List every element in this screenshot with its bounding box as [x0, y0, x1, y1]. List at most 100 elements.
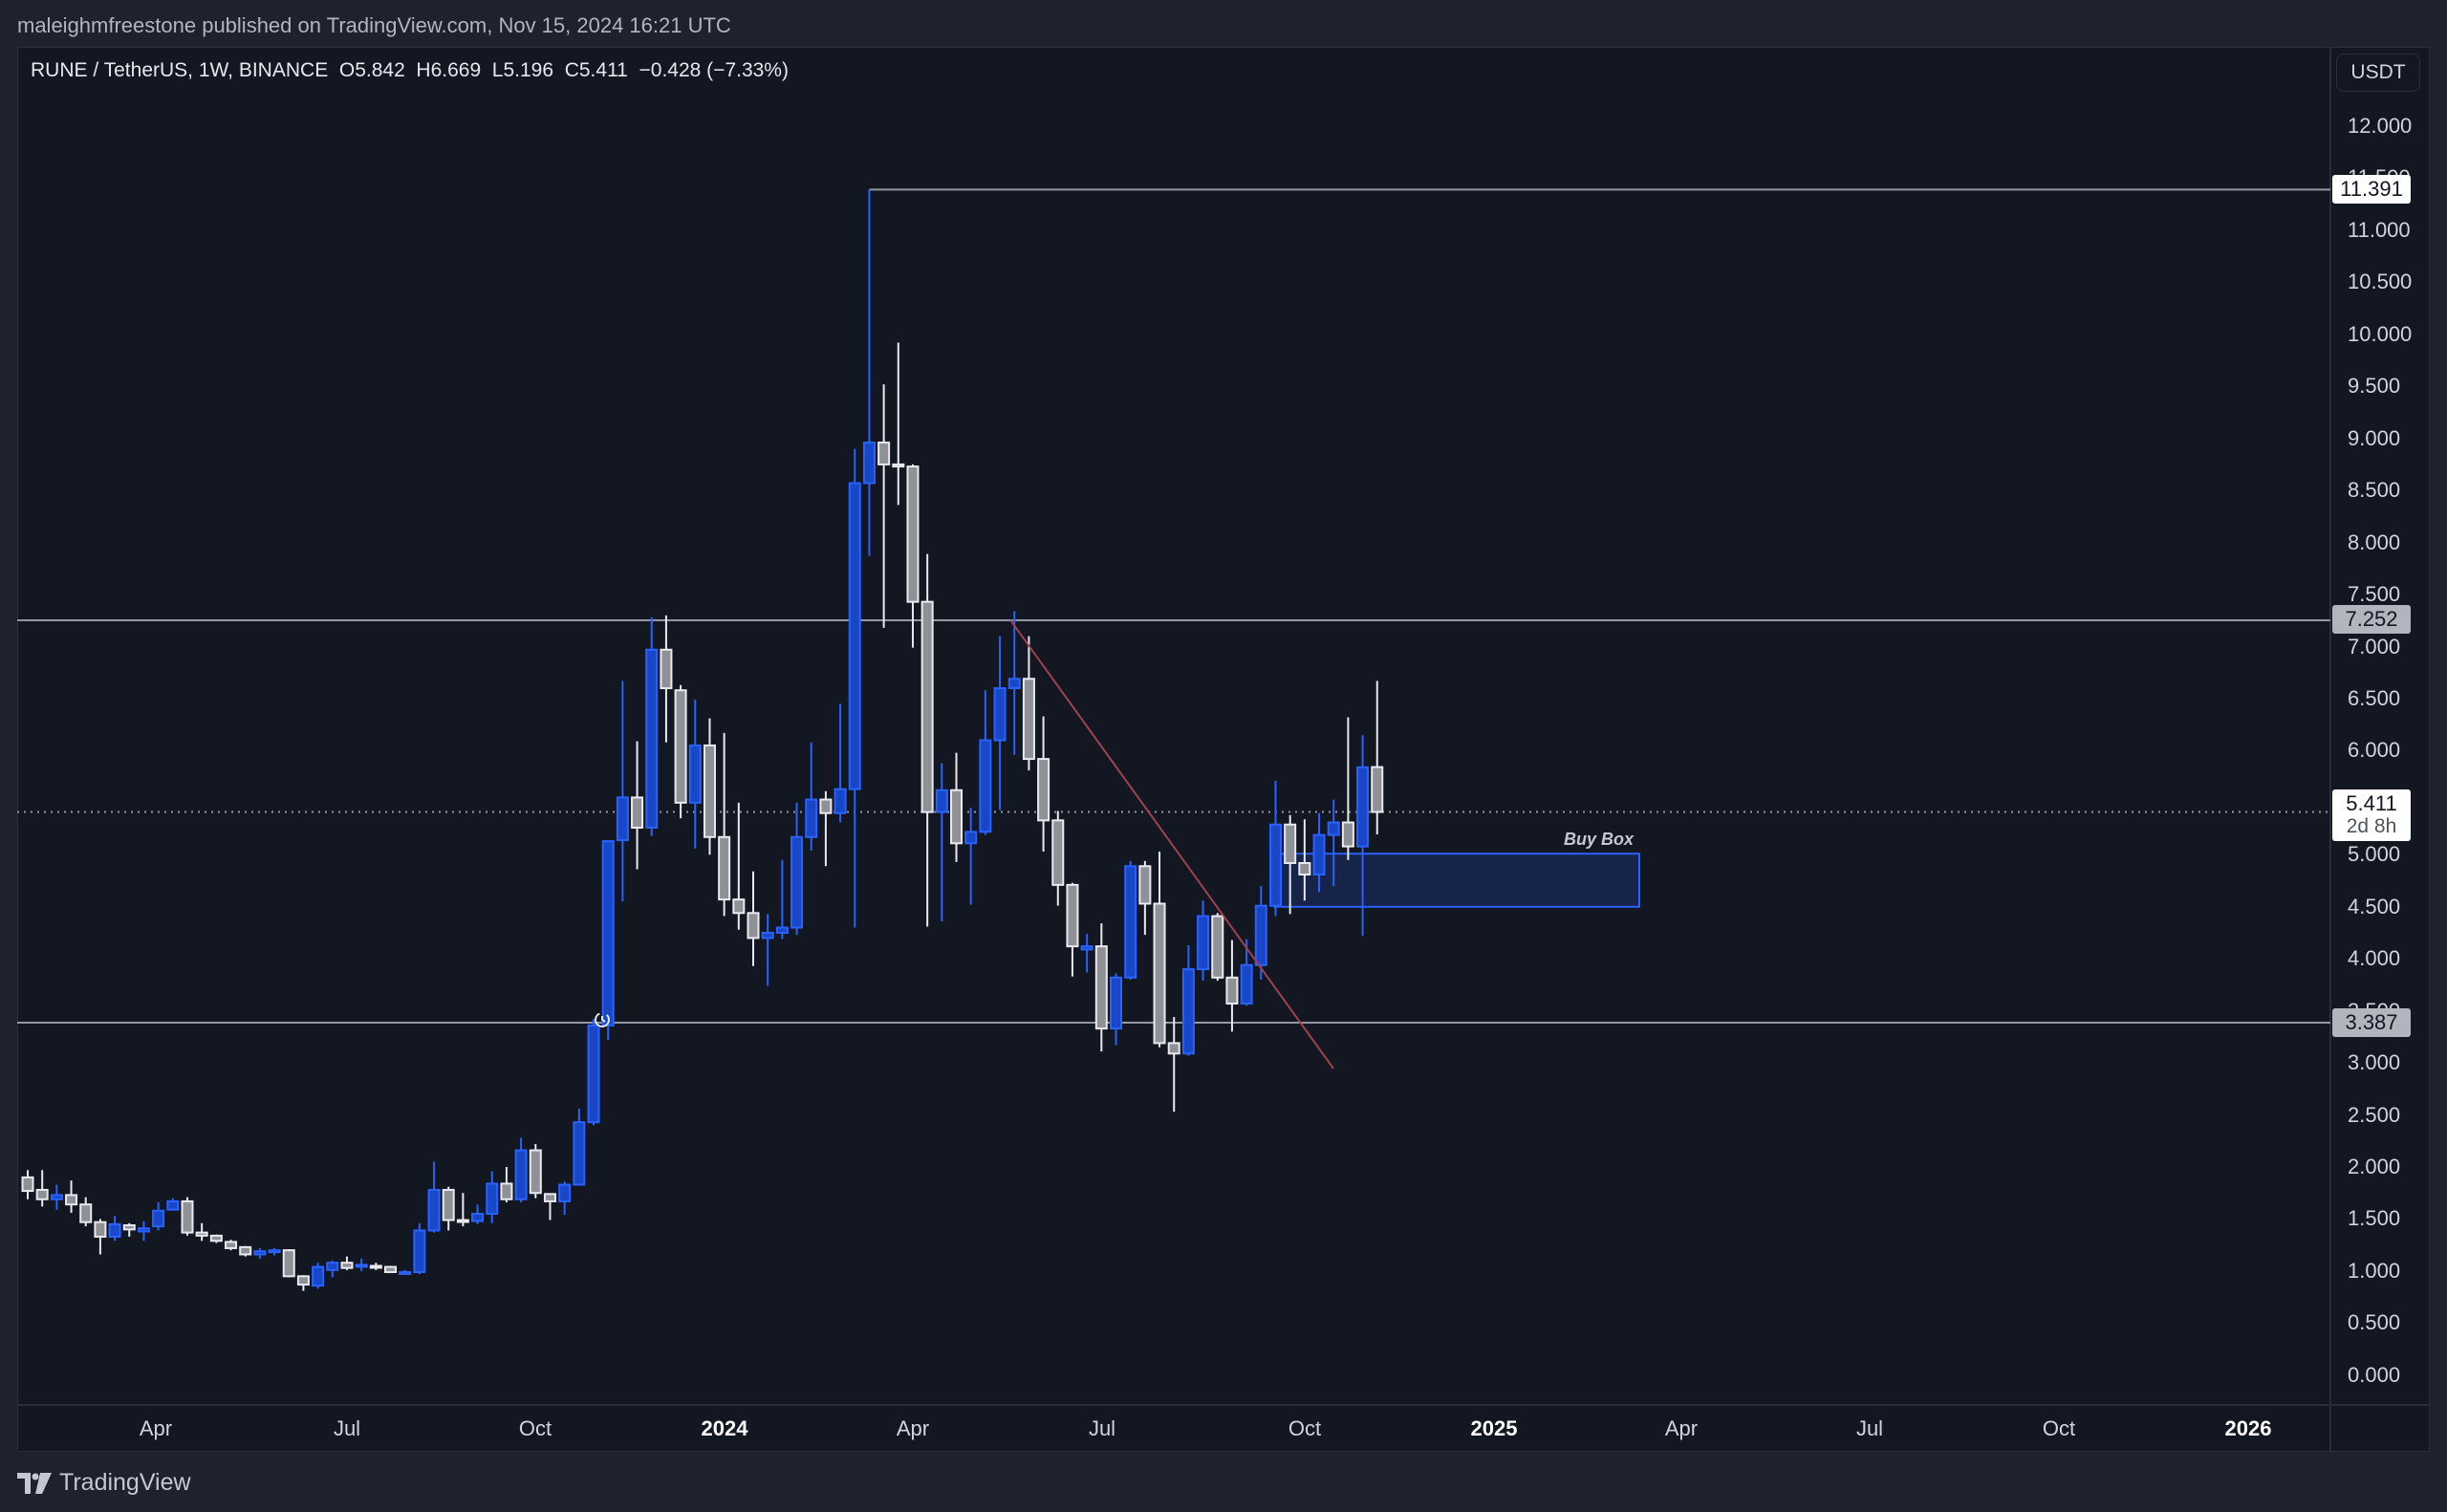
candle [486, 1171, 499, 1223]
candle [79, 1197, 93, 1227]
time-tick-label: Oct [518, 1416, 552, 1440]
price-tick-label: 5.000 [2348, 842, 2401, 867]
time-tick-label: Oct [1288, 1416, 1322, 1440]
candle [399, 1269, 412, 1275]
candle [529, 1144, 542, 1199]
candle [1312, 812, 1326, 893]
candle [1094, 923, 1108, 1052]
candle [225, 1240, 238, 1251]
candle [166, 1198, 180, 1211]
candle [65, 1180, 78, 1213]
candle [296, 1275, 310, 1291]
candle [950, 752, 964, 862]
candle [1138, 860, 1152, 936]
tradingview-logo-icon [17, 1472, 52, 1494]
time-tick-label: Jul [1855, 1416, 1884, 1440]
candle [282, 1249, 295, 1278]
price-tick-label: 10.500 [2348, 270, 2413, 294]
tradingview-logo[interactable]: TradingView [17, 1469, 191, 1497]
candle [268, 1247, 281, 1256]
candle [906, 464, 920, 648]
time-tick-label: Apr [896, 1416, 930, 1440]
candle [326, 1261, 339, 1278]
candle [631, 741, 644, 870]
time-tick-label: Jul [1088, 1416, 1116, 1440]
time-tick-label: 2024 [701, 1416, 748, 1440]
downtrend-line[interactable] [1009, 619, 1334, 1069]
publisher-caption: maleighmfreestone published on TradingVi… [17, 13, 731, 37]
time-tick-label: Apr [139, 1416, 173, 1440]
candle [1254, 885, 1267, 980]
candle [1327, 799, 1340, 886]
candle [50, 1184, 63, 1210]
candle [862, 189, 876, 556]
candle [645, 617, 659, 836]
candle [848, 448, 861, 928]
candle [137, 1220, 150, 1242]
candle [892, 342, 905, 506]
time-tick-label: Oct [2042, 1416, 2076, 1440]
candle [1268, 780, 1282, 917]
symbol-legend: RUNE / TetherUS, 1W, BINANCE O5.842 H6.6… [31, 59, 789, 81]
candle [1211, 913, 1224, 982]
replay-icon[interactable] [593, 1010, 612, 1029]
bar-countdown: 2d 8h [2346, 815, 2397, 837]
candle [775, 859, 789, 940]
price-tick-label: 1.000 [2348, 1258, 2401, 1283]
candle [456, 1193, 469, 1227]
price-tick-label: 0.000 [2348, 1362, 2401, 1387]
candle [688, 700, 702, 849]
candle [1181, 945, 1195, 1056]
buy-box-rect[interactable] [1273, 853, 1640, 908]
candle [1110, 973, 1122, 1046]
price-tick-label: 0.500 [2348, 1310, 2401, 1335]
candle [718, 732, 731, 917]
candle [834, 703, 847, 823]
candle [312, 1263, 325, 1289]
candle [877, 384, 891, 628]
candle [340, 1256, 354, 1270]
candle [1037, 716, 1050, 853]
candle [1298, 819, 1311, 901]
candle [964, 808, 978, 905]
candle [1080, 934, 1094, 973]
candle [1284, 814, 1297, 915]
candle [384, 1265, 397, 1274]
last-price-tag: 5.411 2d 8h [2332, 789, 2411, 841]
chart-frame[interactable] [17, 47, 2430, 1452]
candle [195, 1222, 208, 1242]
candle [747, 871, 760, 966]
candle [1240, 939, 1253, 1006]
price-tick-label: 8.500 [2348, 478, 2401, 503]
candle [1066, 882, 1079, 977]
price-tick-label: 7.000 [2348, 634, 2401, 659]
candle [427, 1161, 441, 1233]
candle [152, 1202, 165, 1231]
candle [558, 1181, 572, 1216]
candle [587, 1019, 600, 1126]
candle [253, 1247, 267, 1259]
candle [1051, 810, 1065, 906]
price-tick-label: 6.000 [2348, 738, 2401, 763]
candle [471, 1204, 485, 1224]
candle [1167, 1017, 1180, 1112]
last-price-value: 5.411 [2346, 791, 2397, 815]
price-tick-label: 4.500 [2348, 894, 2401, 918]
price-tick-label: 12.000 [2348, 114, 2413, 138]
candle [413, 1222, 426, 1275]
candle [355, 1258, 368, 1271]
candle [993, 636, 1007, 810]
candle [805, 742, 818, 851]
candle [920, 553, 934, 927]
candle [1356, 735, 1370, 937]
brand-name: TradingView [59, 1469, 191, 1496]
candle [660, 615, 673, 743]
currency-button[interactable]: USDT [2336, 54, 2420, 92]
candle [790, 802, 804, 936]
candle [442, 1186, 455, 1231]
candle [1153, 852, 1166, 1048]
time-tick-label: Jul [333, 1416, 361, 1440]
price-tick-label: 4.000 [2348, 946, 2401, 971]
horizontal-levels [17, 188, 2330, 1024]
